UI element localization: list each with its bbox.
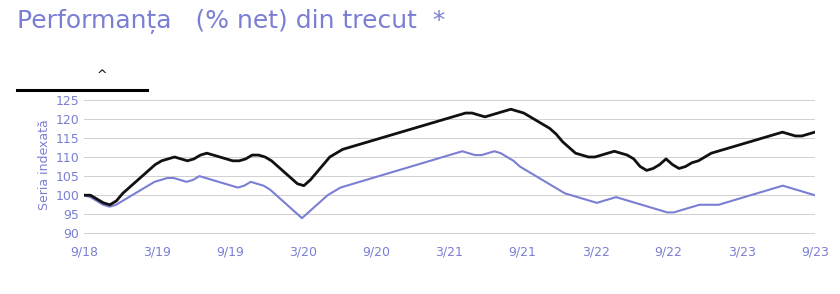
Text: Performanța   (% net) din trecut  *: Performanța (% net) din trecut * — [17, 9, 445, 34]
Y-axis label: Seria indexată: Seria indexată — [38, 119, 51, 210]
Text: ^: ^ — [97, 69, 108, 82]
Legend: Fond, Benchmark: Fond, Benchmark — [341, 293, 558, 294]
